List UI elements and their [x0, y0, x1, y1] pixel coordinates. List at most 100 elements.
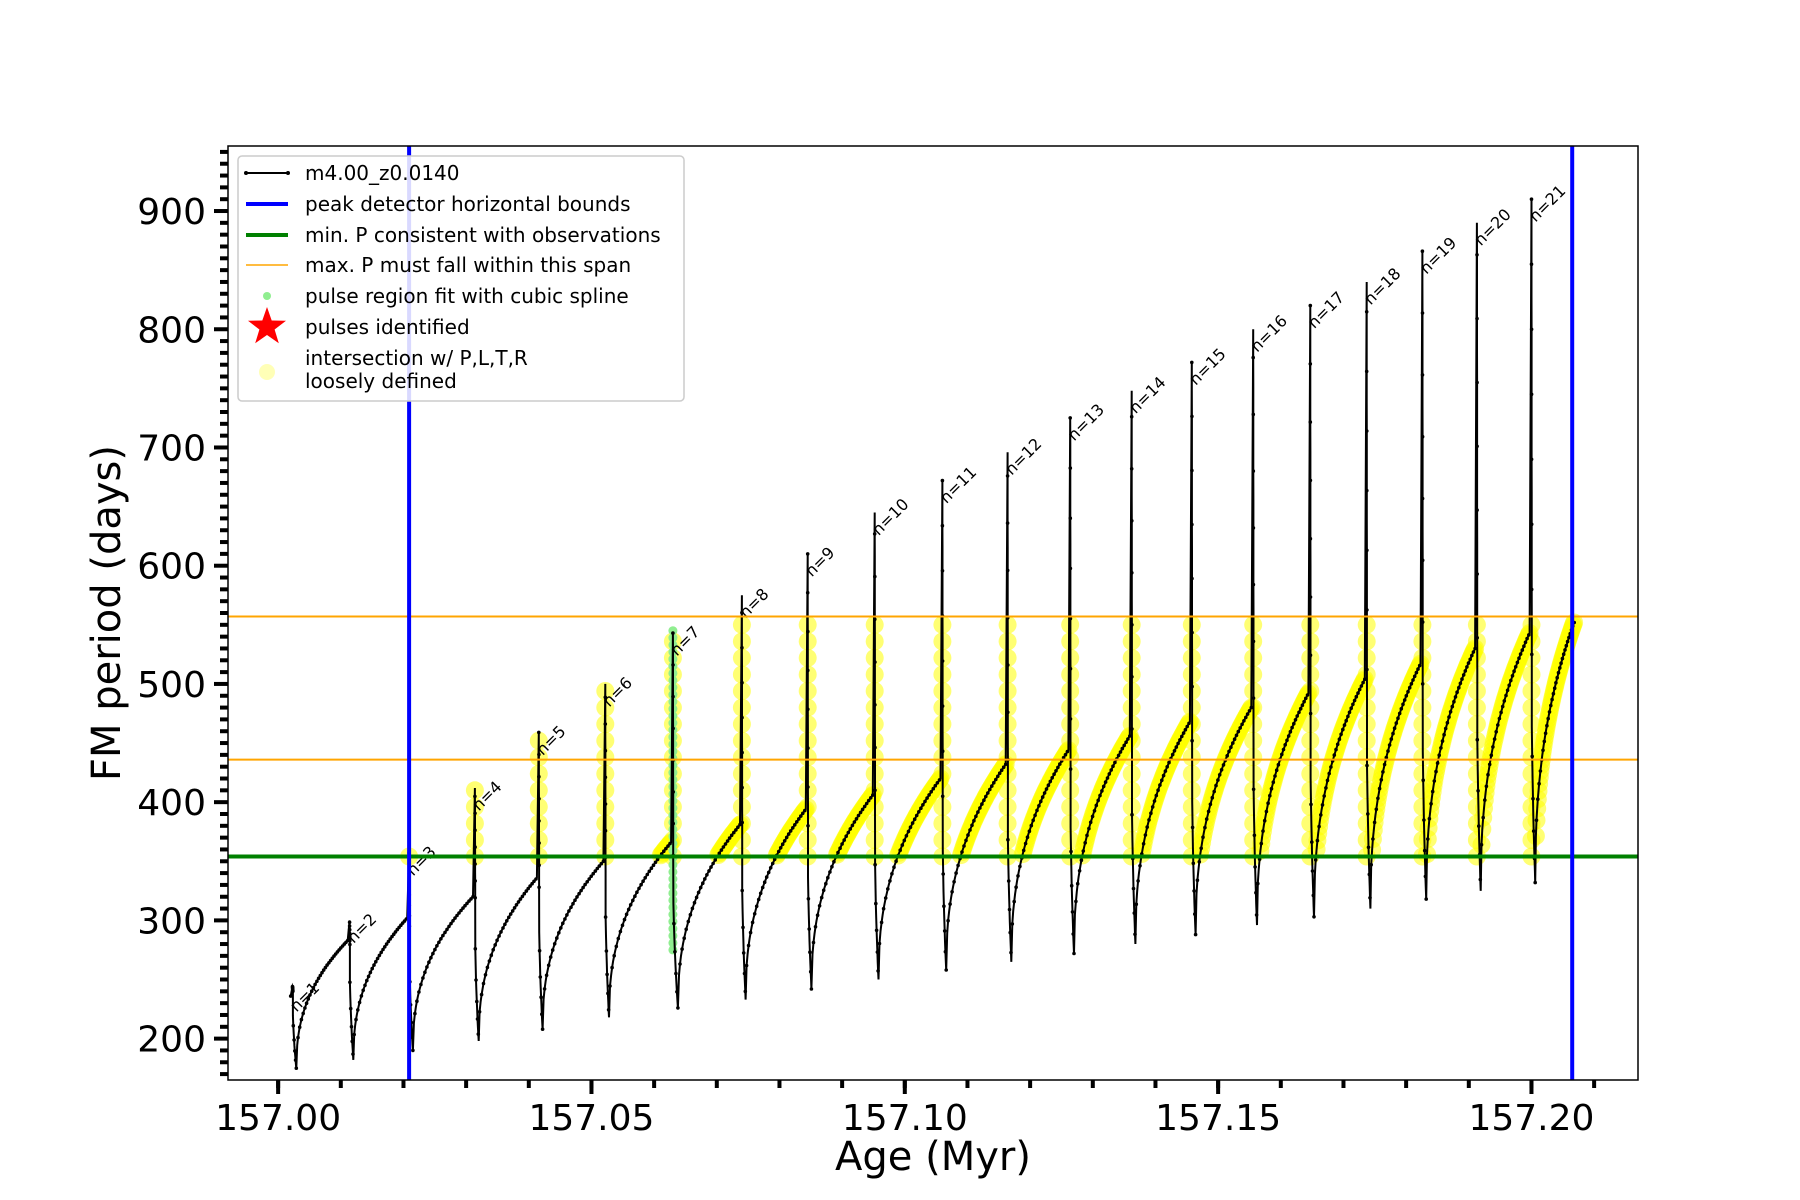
track-point	[1176, 741, 1180, 746]
track-point	[1193, 932, 1198, 937]
track-point	[1130, 675, 1134, 679]
track-point	[603, 915, 608, 919]
track-point	[546, 963, 551, 968]
track-point	[1005, 568, 1010, 573]
track-point	[487, 959, 492, 963]
track-point	[960, 850, 964, 854]
track-point	[671, 663, 675, 667]
track-point	[597, 864, 602, 868]
track-point	[838, 846, 842, 850]
track-point	[736, 825, 740, 829]
track-point	[508, 912, 513, 916]
track-point	[368, 970, 373, 975]
track-point	[672, 921, 676, 926]
track-point	[1335, 742, 1340, 747]
track-point	[1206, 809, 1211, 814]
track-point	[750, 920, 755, 925]
track-point	[768, 866, 773, 870]
track-point	[740, 785, 744, 790]
track-point	[1161, 773, 1166, 778]
track-point	[1251, 469, 1256, 473]
track-point	[297, 1025, 302, 1029]
track-point	[1559, 661, 1563, 665]
track-point	[760, 885, 765, 890]
track-point	[1523, 640, 1528, 645]
track-point	[966, 833, 970, 837]
track-point	[748, 930, 753, 935]
track-point	[1008, 930, 1012, 935]
track-point	[315, 979, 319, 984]
track-point	[954, 871, 958, 875]
track-point	[1515, 660, 1520, 665]
track-point	[752, 912, 757, 916]
track-point	[1422, 848, 1427, 853]
track-point	[1531, 829, 1536, 833]
track-point	[1150, 805, 1155, 809]
track-point	[846, 830, 851, 835]
track-point	[1366, 812, 1370, 816]
track-point	[1190, 414, 1194, 419]
track-point	[917, 810, 921, 814]
track-point	[1105, 776, 1110, 780]
track-point	[1529, 522, 1534, 527]
track-point	[1476, 789, 1480, 793]
track-point	[1542, 739, 1547, 744]
legend-label: loosely defined	[305, 369, 457, 393]
track-point	[520, 894, 525, 899]
track-point	[1365, 763, 1369, 768]
track-point	[643, 876, 647, 880]
track-point	[567, 909, 571, 913]
x-axis-label: Age (Myr)	[835, 1134, 1031, 1180]
track-point	[348, 935, 352, 939]
track-point	[1354, 694, 1359, 699]
track-point	[537, 752, 541, 757]
track-point	[410, 1035, 414, 1040]
track-point	[1556, 670, 1561, 675]
track-point	[1382, 762, 1387, 767]
track-point	[946, 918, 950, 923]
track-point	[1009, 950, 1013, 955]
track-point	[888, 879, 892, 883]
track-point	[1130, 519, 1134, 523]
track-point	[1376, 796, 1380, 801]
track-point	[293, 1058, 298, 1062]
track-point	[871, 793, 875, 797]
track-point	[743, 989, 748, 994]
track-point	[1018, 864, 1022, 869]
track-point	[974, 814, 978, 819]
spline-point	[668, 626, 678, 636]
track-point	[1366, 845, 1371, 850]
track-point	[850, 823, 855, 828]
track-point	[1003, 762, 1008, 767]
track-point	[447, 924, 451, 929]
track-point	[1156, 788, 1160, 792]
track-point	[770, 861, 775, 866]
track-point	[1261, 829, 1265, 833]
track-point	[451, 919, 455, 923]
track-point	[1285, 738, 1289, 743]
track-point	[674, 971, 678, 976]
track-point	[740, 680, 744, 685]
track-point	[980, 802, 984, 806]
track-point	[581, 885, 585, 890]
track-point	[347, 927, 352, 932]
track-point	[603, 695, 608, 700]
track-point	[1006, 837, 1010, 842]
track-point	[1190, 360, 1194, 365]
track-point	[948, 902, 952, 906]
track-point	[1379, 778, 1384, 782]
track-point	[1088, 820, 1093, 825]
track-point	[1513, 665, 1518, 669]
track-point	[809, 987, 814, 991]
track-point	[992, 780, 996, 785]
track-point	[1475, 380, 1479, 385]
track-point	[840, 842, 844, 846]
track-point	[593, 869, 598, 873]
track-point	[1399, 707, 1404, 711]
track-point	[686, 919, 691, 924]
track-point	[1310, 840, 1314, 844]
x-tick-label: 157.15	[1155, 1098, 1281, 1139]
track-point	[1308, 478, 1313, 483]
